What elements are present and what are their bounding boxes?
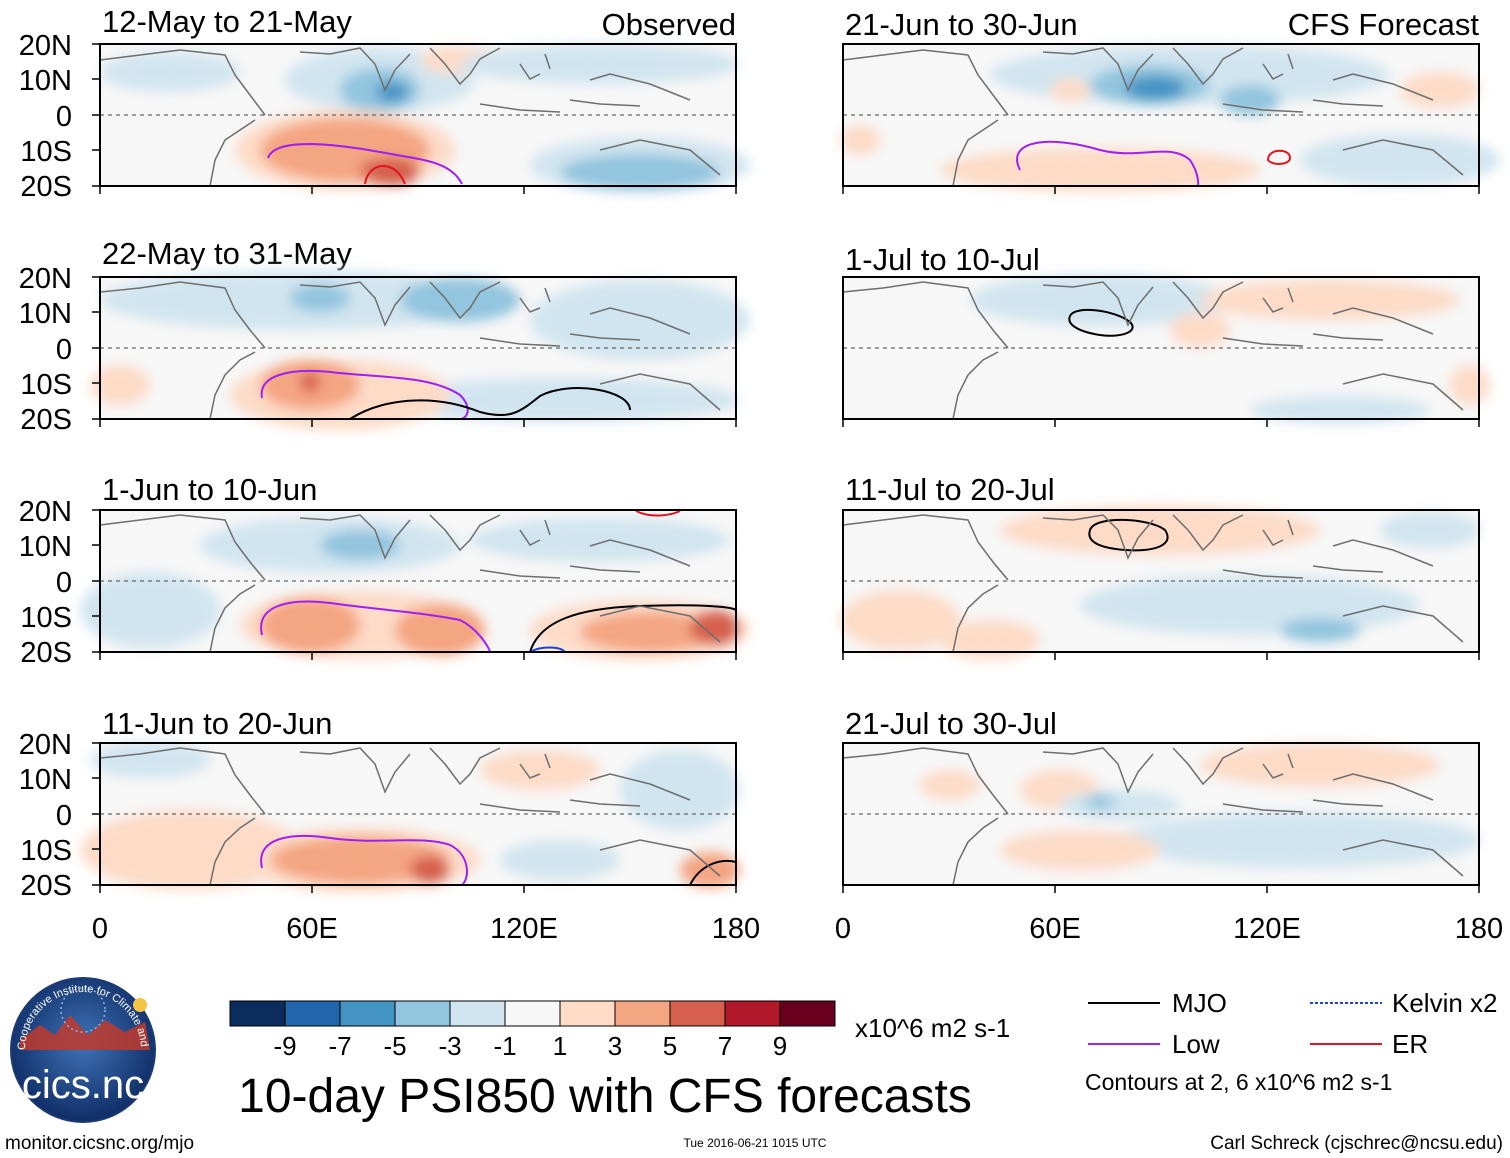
axis-ticks — [92, 43, 1480, 893]
lat-tick: 10S — [20, 835, 72, 867]
legend: MJO Kelvin x2 Low ER Contours at 2, 6 x1… — [1085, 988, 1498, 1095]
panel-title: 21-Jun to 30-Jun — [845, 7, 1078, 42]
colorbar-label: 9 — [773, 1031, 787, 1061]
legend-label-mjo: MJO — [1172, 988, 1227, 1018]
colorbar-label: 1 — [553, 1031, 567, 1061]
lat-tick: 0 — [56, 334, 72, 366]
colorbar-swatch — [339, 1000, 396, 1027]
colorbar-swatch — [449, 1000, 506, 1027]
y-axis-labels: 20N 10N 0 10S 20S 20N 10N 0 10S 20S 20N … — [19, 30, 72, 902]
panel-forecast-4: 21-Jul to 30-Jul — [842, 706, 1480, 886]
panel-title: 11-Jun to 20-Jun — [102, 706, 332, 741]
lat-tick: 20N — [19, 729, 72, 761]
lon-tick: 120E — [1233, 913, 1301, 945]
panel-title: 12-May to 21-May — [102, 4, 352, 39]
footer-url: monitor.cicsnc.org/mjo — [5, 1133, 194, 1154]
lat-tick: 0 — [56, 101, 72, 133]
panel-observed-2: 22-May to 31-May — [90, 236, 750, 430]
panel-title: 22-May to 31-May — [102, 236, 352, 271]
panel-forecast-3: 11-Jul to 20-Jul — [840, 472, 1480, 660]
lon-tick: 60E — [286, 913, 338, 945]
logo-text: cics.nc — [22, 1063, 144, 1107]
x-axis-labels: 0 60E 120E 180 0 60E 120E 180 — [92, 913, 1503, 945]
lon-tick: 0 — [835, 913, 851, 945]
lat-tick: 10N — [19, 531, 72, 563]
lat-tick: 0 — [56, 800, 72, 832]
panel-title: 11-Jul to 20-Jul — [845, 472, 1055, 507]
lat-tick: 20S — [20, 870, 72, 902]
panel-forecast-2: 1-Jul to 10-Jul — [842, 242, 1490, 424]
lat-tick: 10S — [20, 136, 72, 168]
colorbar-swatch — [779, 1000, 836, 1027]
colorbar-swatch — [284, 1000, 341, 1027]
lat-tick: 0 — [56, 567, 72, 599]
colorbar-swatch — [724, 1000, 781, 1027]
colorbar-label: 3 — [608, 1031, 622, 1061]
legend-label-kelvin: Kelvin x2 — [1392, 988, 1498, 1018]
colorbar: -9 -7 -5 -3 -1 1 3 5 7 9 — [229, 1000, 836, 1061]
colorbar-swatch — [614, 1000, 671, 1027]
lat-tick: 10S — [20, 602, 72, 634]
colorbar-label: -3 — [438, 1031, 461, 1061]
lat-tick: 10S — [20, 369, 72, 401]
lon-tick: 0 — [92, 913, 108, 945]
colorbar-swatch — [559, 1000, 616, 1027]
colorbar-label: 7 — [718, 1031, 732, 1061]
colorbar-swatch — [669, 1000, 726, 1027]
contours-note: Contours at 2, 6 x10^6 m2 s-1 — [1085, 1069, 1392, 1095]
panel-observed-1: 12-May to 21-May — [102, 4, 352, 39]
main-title: 10-day PSI850 with CFS forecasts — [238, 1070, 972, 1123]
colorbar-label: -5 — [383, 1031, 406, 1061]
panel-title: 1-Jun to 10-Jun — [102, 472, 317, 507]
lat-tick: 10N — [19, 65, 72, 97]
lat-tick: 20S — [20, 637, 72, 669]
panel-observed-3: 1-Jun to 10-Jun — [80, 472, 750, 660]
lon-tick: 180 — [712, 913, 760, 945]
lat-tick: 20S — [20, 404, 72, 436]
units-label: x10^6 m2 s-1 — [855, 1013, 1010, 1043]
lat-tick: 10N — [19, 298, 72, 330]
lat-tick: 20N — [19, 263, 72, 295]
footer-timestamp: Tue 2016-06-21 1015 UTC — [684, 1136, 827, 1150]
panel-title: 1-Jul to 10-Jul — [845, 242, 1040, 277]
colorbar-swatch — [504, 1000, 561, 1027]
colorbar-swatch — [229, 1000, 286, 1027]
lat-tick: 10N — [19, 764, 72, 796]
colorbar-label: -9 — [273, 1031, 296, 1061]
panel-forecast-1: 21-Jun to 30-Jun — [840, 7, 1500, 192]
colorbar-swatch — [394, 1000, 451, 1027]
panel-observed-1-map — [99, 43, 750, 193]
lat-tick: 20N — [19, 496, 72, 528]
legend-label-er: ER — [1392, 1029, 1428, 1059]
panel-title: 21-Jul to 30-Jul — [845, 706, 1057, 741]
footer-author: Carl Schreck (cjschrec@ncsu.edu) — [1210, 1133, 1503, 1154]
colorbar-label: -7 — [328, 1031, 351, 1061]
lat-tick: 20S — [20, 171, 72, 203]
forecast-label: CFS Forecast — [1288, 7, 1480, 42]
legend-label-low: Low — [1172, 1029, 1220, 1059]
lat-tick: 20N — [19, 30, 72, 62]
lon-tick: 120E — [490, 913, 558, 945]
panel-observed-4: 11-Jun to 20-Jun — [80, 706, 740, 892]
lon-tick: 60E — [1029, 913, 1081, 945]
lon-tick: 180 — [1455, 913, 1503, 945]
observed-label: Observed — [602, 7, 736, 42]
colorbar-label: 5 — [663, 1031, 677, 1061]
colorbar-label: -1 — [493, 1031, 516, 1061]
